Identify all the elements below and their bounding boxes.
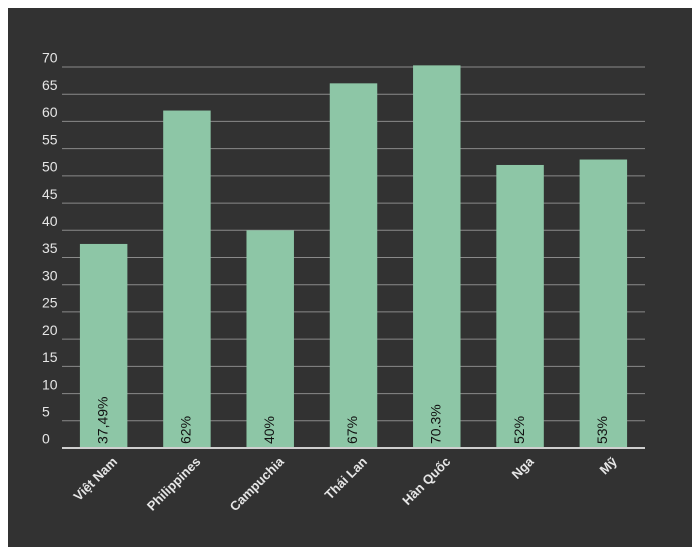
value-label: 70.3%: [427, 404, 443, 444]
y-tick-label: 0: [42, 431, 50, 447]
y-tick-label: 45: [42, 186, 58, 202]
y-tick-label: 35: [42, 240, 58, 256]
y-tick-label: 25: [42, 295, 58, 311]
value-label: 53%: [594, 416, 610, 444]
y-tick-label: 60: [42, 104, 58, 120]
y-tick-label: 30: [42, 267, 58, 283]
y-tick-label: 20: [42, 322, 58, 338]
y-tick-label: 5: [42, 403, 50, 419]
bar: [163, 110, 211, 449]
y-tick-label: 65: [42, 77, 58, 93]
bar: [413, 65, 461, 449]
bar: [579, 159, 628, 448]
y-tick-label: 70: [42, 50, 58, 66]
value-label: 67%: [344, 416, 360, 444]
y-tick-label: 15: [42, 349, 58, 365]
value-label: 40%: [261, 416, 277, 444]
bar: [79, 243, 128, 448]
value-label: 52%: [511, 416, 527, 444]
y-tick-label: 10: [42, 376, 58, 392]
bar: [246, 230, 294, 448]
value-label: 37,49%: [94, 397, 110, 444]
value-label: 62%: [178, 416, 194, 444]
y-tick-label: 40: [42, 213, 58, 229]
bar: [329, 83, 378, 448]
y-tick-label: 50: [42, 159, 58, 175]
bar: [496, 164, 544, 448]
y-tick-label: 55: [42, 131, 58, 147]
